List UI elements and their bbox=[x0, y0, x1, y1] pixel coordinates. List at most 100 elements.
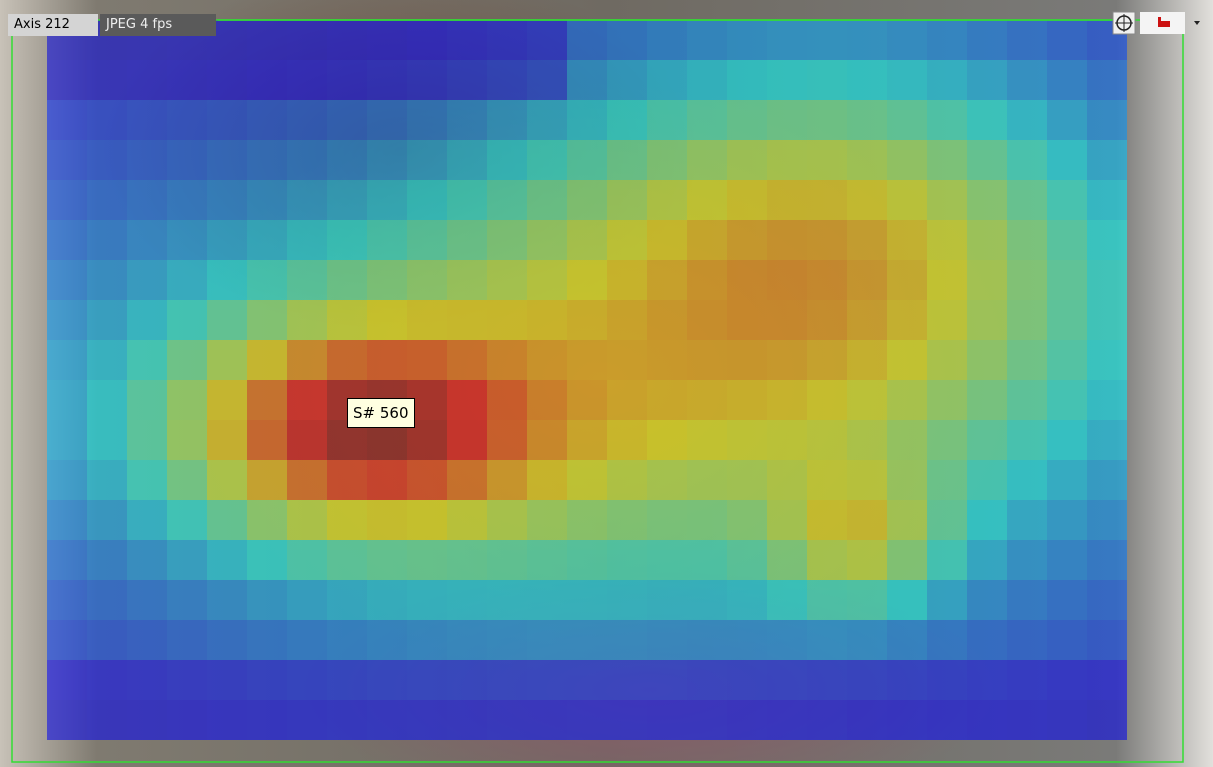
heatmap-cell bbox=[527, 340, 567, 380]
heatmap-cell bbox=[527, 260, 567, 300]
heatmap-cell bbox=[487, 300, 527, 340]
heatmap-cell bbox=[47, 700, 87, 740]
heatmap-cell bbox=[567, 460, 607, 500]
heatmap-cell bbox=[687, 260, 727, 300]
heatmap-cell bbox=[327, 100, 367, 140]
heatmap-cell bbox=[527, 620, 567, 660]
heatmap-cell bbox=[807, 660, 847, 700]
heatmap-cell bbox=[327, 460, 367, 500]
heatmap-cell bbox=[807, 300, 847, 340]
heatmap-cell bbox=[687, 500, 727, 540]
heatmap-cell bbox=[367, 140, 407, 180]
heatmap-cell bbox=[607, 540, 647, 580]
heatmap-cell bbox=[847, 420, 887, 460]
heatmap-cell bbox=[767, 500, 807, 540]
heatmap-cell bbox=[447, 620, 487, 660]
heatmap-cell bbox=[687, 380, 727, 420]
heatmap-cell bbox=[1087, 580, 1127, 620]
heatmap-cell bbox=[487, 60, 527, 100]
heatmap-cell bbox=[87, 620, 127, 660]
heatmap-cell bbox=[527, 420, 567, 460]
heatmap-cell bbox=[487, 180, 527, 220]
heatmap-cell bbox=[727, 340, 767, 380]
heatmap-cell bbox=[367, 260, 407, 300]
heatmap-cell bbox=[1007, 60, 1047, 100]
heatmap-cell bbox=[167, 620, 207, 660]
heatmap-cell bbox=[407, 260, 447, 300]
heatmap-cell bbox=[367, 300, 407, 340]
heatmap-cell bbox=[647, 180, 687, 220]
heatmap-cell bbox=[927, 20, 967, 60]
heatmap-cell bbox=[527, 220, 567, 260]
heatmap-cell bbox=[87, 500, 127, 540]
heatmap-cell bbox=[1007, 180, 1047, 220]
heatmap-cell bbox=[767, 100, 807, 140]
heatmap-cell bbox=[247, 260, 287, 300]
heatmap-cell bbox=[887, 620, 927, 660]
heatmap-cell bbox=[167, 500, 207, 540]
heatmap-cell bbox=[767, 620, 807, 660]
heatmap-cell bbox=[967, 300, 1007, 340]
heatmap-cell bbox=[287, 100, 327, 140]
dropdown-arrow[interactable] bbox=[1194, 21, 1200, 25]
heatmap-cell bbox=[727, 620, 767, 660]
heatmap-cell bbox=[767, 380, 807, 420]
heatmap-cell bbox=[87, 60, 127, 100]
hand-icon[interactable] bbox=[1158, 17, 1170, 27]
heatmap-cell bbox=[887, 140, 927, 180]
heatmap-cell bbox=[447, 340, 487, 380]
heatmap-cell bbox=[967, 340, 1007, 380]
heatmap-cell bbox=[447, 700, 487, 740]
heatmap-cell bbox=[687, 660, 727, 700]
heatmap-cell bbox=[207, 300, 247, 340]
heatmap-cell bbox=[727, 380, 767, 420]
heatmap-cell bbox=[807, 540, 847, 580]
heatmap-cell bbox=[807, 580, 847, 620]
heatmap-cell bbox=[127, 540, 167, 580]
heatmap-cell bbox=[487, 220, 527, 260]
heatmap-cell bbox=[1007, 140, 1047, 180]
heatmap-cell bbox=[887, 660, 927, 700]
heatmap-cell bbox=[127, 700, 167, 740]
heatmap-cell bbox=[327, 540, 367, 580]
heatmap-cell bbox=[407, 60, 447, 100]
heatmap-cell bbox=[607, 300, 647, 340]
ptz-button[interactable] bbox=[1112, 11, 1136, 35]
heatmap-cell bbox=[247, 660, 287, 700]
hand-button[interactable] bbox=[1140, 12, 1200, 34]
heatmap-cell bbox=[967, 540, 1007, 580]
heatmap-cell bbox=[1047, 540, 1087, 580]
heatmap-cell bbox=[247, 460, 287, 500]
heatmap-cell bbox=[407, 620, 447, 660]
heatmap-cell bbox=[1047, 140, 1087, 180]
heatmap-cell bbox=[247, 180, 287, 220]
heatmap-cell bbox=[967, 460, 1007, 500]
heatmap-cell bbox=[287, 660, 327, 700]
heatmap-cell bbox=[727, 660, 767, 700]
heatmap-cell bbox=[687, 340, 727, 380]
heatmap-cell bbox=[967, 60, 1007, 100]
heatmap-cell bbox=[647, 220, 687, 260]
heatmap-cell bbox=[287, 380, 327, 420]
heatmap-cell bbox=[527, 500, 567, 540]
heatmap-cell bbox=[1047, 380, 1087, 420]
heatmap-cell bbox=[47, 340, 87, 380]
heatmap-cell bbox=[407, 180, 447, 220]
heatmap-cell bbox=[567, 140, 607, 180]
heatmap-cell bbox=[607, 260, 647, 300]
heatmap-cell bbox=[807, 420, 847, 460]
heatmap-cell bbox=[927, 620, 967, 660]
heatmap-cell bbox=[207, 180, 247, 220]
heatmap-cell bbox=[927, 100, 967, 140]
heatmap-cell bbox=[407, 660, 447, 700]
heatmap-cell bbox=[207, 140, 247, 180]
heatmap-cell bbox=[327, 260, 367, 300]
heatmap-cell bbox=[407, 220, 447, 260]
heatmap-cell bbox=[367, 20, 407, 60]
heatmap-cell bbox=[767, 260, 807, 300]
heatmap-cell bbox=[167, 60, 207, 100]
heatmap-cell bbox=[527, 580, 567, 620]
heatmap-cell bbox=[647, 140, 687, 180]
heatmap-cell bbox=[647, 380, 687, 420]
heatmap-cell bbox=[767, 700, 807, 740]
